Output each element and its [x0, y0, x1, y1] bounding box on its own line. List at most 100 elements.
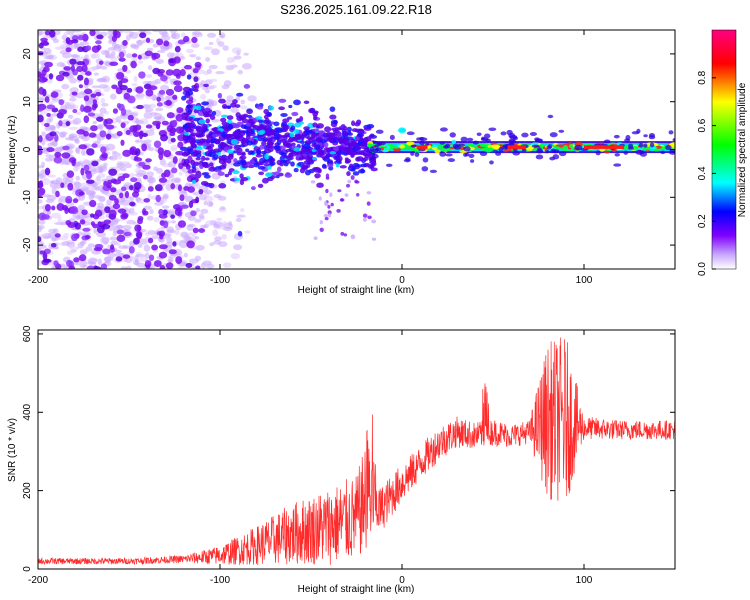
spectrogram-noise-blob	[152, 43, 158, 49]
spectrogram-band-blob	[346, 147, 351, 154]
spectrogram-band-blob	[291, 142, 296, 147]
carrier-line-halo	[535, 154, 544, 160]
spectrogram-scatter-blob	[153, 260, 162, 267]
spectrogram-scatter-blob	[72, 108, 78, 114]
spectrogram-noise-blob	[75, 138, 80, 144]
spectrogram-band-blob	[304, 129, 313, 135]
spectrogram-scatter-blob	[173, 56, 181, 64]
spectrogram-scatter-blob	[95, 91, 102, 97]
spectrogram-scatter-blob	[130, 177, 138, 183]
spectrogram-noise-blob	[47, 174, 56, 178]
spectrogram-outlier-blob	[330, 202, 334, 207]
carrier-line-halo	[375, 147, 380, 152]
spectrogram-scatter-blob	[58, 108, 67, 115]
carrier-line-halo	[546, 145, 552, 150]
carrier-line-halo	[476, 132, 482, 136]
spectrogram-noise-blob	[105, 143, 116, 151]
spectrogram-noise-blob	[80, 240, 87, 244]
spectrogram-noise-blob	[130, 44, 139, 49]
spectrogram-x-tick-label: 100	[576, 275, 593, 286]
spectrogram-band-blob	[263, 108, 270, 115]
spectrogram-band-blob	[246, 114, 253, 118]
spectrogram-noise-blob	[39, 173, 47, 178]
spectrogram-scatter-blob	[170, 182, 176, 190]
carrier-line-halo	[365, 149, 374, 153]
spectrogram-band-blob	[339, 165, 347, 169]
snr-panel: -200 -100 0 100 0 200 400 600 Height of straigh…	[7, 325, 676, 595]
spectrogram-scatter-blob	[144, 260, 150, 265]
carrier-line-blob	[490, 144, 500, 149]
carrier-line-halo	[595, 150, 601, 156]
spectrogram-band-blob	[264, 117, 270, 123]
spectrogram-outlier-blob	[366, 201, 371, 206]
spectrogram-band-blob	[208, 143, 215, 148]
spectrogram-band-blob	[205, 138, 211, 144]
spectrogram-noise-blob	[123, 30, 131, 34]
spectrogram-noise-blob	[208, 41, 214, 46]
spectrogram-scatter-blob	[44, 122, 50, 127]
spectrogram-scatter-blob	[54, 233, 61, 238]
spectrogram-band-blob	[186, 148, 194, 152]
spectrogram-noise-blob	[68, 126, 79, 130]
spectrogram-outlier-blob	[350, 175, 355, 180]
spectrogram-scatter-blob	[159, 233, 164, 240]
spectrogram-scatter-blob	[51, 205, 56, 211]
spectrogram-scatter-blob	[128, 246, 135, 254]
spectrogram-band-blob	[236, 92, 244, 97]
spectrogram-band-blob	[261, 141, 267, 147]
spectrogram-noise-blob	[219, 34, 224, 38]
spectrogram-scatter-blob	[38, 145, 43, 150]
spectrogram-scatter-blob	[95, 40, 102, 45]
spectrogram-scatter-blob	[69, 206, 78, 212]
spectrogram-band-blob	[199, 133, 206, 137]
spectrogram-band-blob	[352, 171, 360, 176]
spectrogram-outlier-blob	[354, 179, 358, 184]
spectrogram-band-blob	[256, 105, 264, 110]
spectrogram-outlier-blob	[329, 192, 333, 198]
spectrogram-band-blob	[342, 130, 348, 137]
spectrogram-noise-blob	[201, 86, 209, 91]
spectrogram-noise-blob	[135, 39, 145, 45]
spectrogram-noise-blob	[215, 70, 225, 75]
spectrogram-band-blob	[241, 164, 249, 169]
spectrogram-scatter-blob	[177, 220, 187, 228]
spectrogram-band-blob	[327, 137, 332, 142]
spectrogram-band-blob	[191, 179, 197, 185]
spectrogram-noise-blob	[177, 266, 186, 269]
spectrogram-scatter-blob	[157, 71, 164, 77]
spectrogram-noise-blob	[226, 56, 234, 64]
spectrogram-noise-blob	[231, 47, 242, 54]
spectrogram-band-blob	[206, 135, 214, 140]
carrier-line-halo	[406, 131, 415, 136]
carrier-line-halo	[574, 144, 583, 151]
spectrogram-scatter-blob	[129, 185, 134, 191]
spectrogram-noise-blob	[53, 147, 62, 153]
spectrogram-band-blob	[243, 130, 249, 134]
spectrogram-scatter-blob	[175, 113, 184, 122]
spectrogram-noise-blob	[136, 262, 146, 268]
spectrogram-band-blob	[191, 167, 197, 174]
spectrogram-band-blob	[275, 127, 283, 134]
spectrogram-scatter-blob	[166, 112, 175, 119]
carrier-line-halo	[628, 143, 634, 149]
spectrogram-band-blob	[223, 125, 229, 131]
spectrogram-noise-blob	[48, 228, 57, 233]
spectrogram-scatter-blob	[78, 144, 88, 150]
spectrogram-scatter-blob	[198, 189, 204, 195]
spectrogram-y-label: Frequency (Hz)	[7, 116, 18, 185]
spectrogram-scatter-blob	[158, 244, 168, 250]
spectrogram-noise-blob	[54, 221, 64, 225]
spectrogram-outlier-blob	[337, 189, 342, 193]
spectrogram-band-blob	[195, 157, 201, 161]
spectrogram-noise-blob	[42, 178, 51, 186]
spectrogram-scatter-blob	[115, 256, 123, 262]
spectrogram-scatter-blob	[137, 218, 143, 225]
spectrogram-scatter-blob	[161, 120, 169, 126]
carrier-line-blob	[393, 147, 401, 152]
spectrogram-band-blob	[236, 115, 244, 122]
spectrogram-scatter-blob	[85, 45, 92, 51]
spectrogram-noise-blob	[228, 220, 233, 227]
spectrogram-band-blob	[226, 158, 232, 164]
spectrogram-band-blob	[288, 104, 293, 109]
spectrogram-band-blob	[219, 141, 225, 146]
